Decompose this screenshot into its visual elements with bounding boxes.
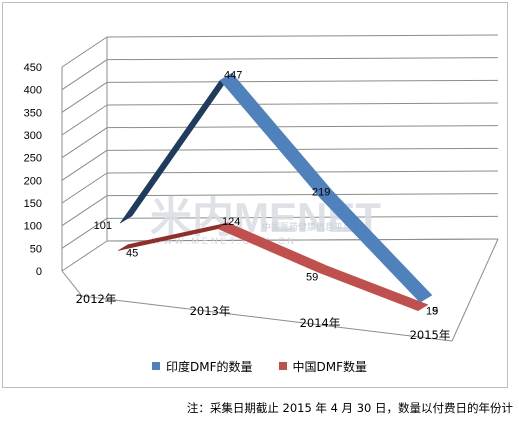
y-tick-label: 0 (36, 266, 42, 278)
chart-svg: 米内MENET 中国医药健康信息平台 WWW.MENET.COM.CN 0501… (24, 34, 499, 342)
watermark-url: WWW.MENET.COM.CN (152, 236, 297, 246)
legend: 印度DMF的数量 中国DMF数量 (0, 357, 519, 375)
series-layer (117, 72, 433, 312)
legend-swatch-china (278, 362, 287, 370)
floor-back-edge (106, 238, 499, 242)
data-label-1-2: 59 (306, 271, 318, 283)
gridline-side (61, 172, 108, 204)
gridline-side (61, 217, 108, 249)
x-tick-label: 2012年 (76, 292, 117, 306)
legend-label-china: 中国DMF数量 (292, 359, 368, 374)
series-segment-0 (219, 72, 333, 199)
data-label-0-3: 19 (426, 305, 438, 317)
gridline-back (106, 125, 499, 129)
y-tick-label: 350 (24, 107, 42, 119)
legend-item-china: 中国DMF数量 (278, 357, 368, 375)
footnote: 注：采集日期截止 2015 年 4 月 30 日，数量以付费日的年份计 (186, 401, 513, 415)
y-tick-label: 400 (24, 85, 42, 97)
legend-swatch-india (152, 362, 160, 370)
series-segment-1 (317, 265, 429, 312)
gridline-back (106, 147, 499, 151)
y-tick-label: 200 (24, 175, 42, 187)
gridline-side (61, 127, 108, 159)
gridline-back (106, 79, 499, 83)
data-label-0-2: 219 (312, 187, 330, 199)
gridline-side (61, 81, 108, 113)
data-label-1-1: 124 (222, 216, 240, 228)
y-tick-label: 150 (24, 198, 42, 210)
x-tick-label: 2015年 (410, 328, 451, 342)
y-tick-label: 250 (24, 153, 42, 165)
gridline-back (106, 34, 499, 38)
floor-right-edge (451, 238, 499, 342)
data-label-0-0: 101 (94, 220, 112, 232)
axis-layer (61, 37, 499, 342)
x-tick-label: 2014年 (300, 316, 341, 330)
y-tick-label: 50 (30, 243, 42, 255)
y-tick-label: 100 (24, 221, 42, 233)
gridline-side (61, 59, 108, 91)
label-layer: 0 50 100 150 200 250 300 350 400 450 2012年 2013年 201… (24, 62, 451, 342)
legend-label-india: 印度DMF的数量 (166, 359, 253, 374)
gridline-side (61, 240, 108, 272)
gridline-back (106, 57, 499, 61)
x-tick-label: 2013年 (190, 304, 231, 318)
data-label-1-3: 5 (432, 306, 438, 318)
data-label-0-1: 447 (224, 69, 242, 81)
y-tick-label: 300 (24, 130, 42, 142)
floor-front-edge (61, 270, 453, 342)
y-tick-label: 450 (24, 62, 42, 74)
gridline-side (61, 149, 108, 181)
gridline-side (61, 104, 108, 136)
gridline-side (61, 36, 108, 68)
gridline-back (106, 102, 499, 106)
gridline-side (61, 195, 108, 227)
series-segment-0 (319, 190, 433, 303)
data-label-1-0: 45 (126, 248, 138, 260)
gridline-back (106, 215, 499, 219)
gridline-back (106, 193, 499, 197)
legend-item-india: 印度DMF的数量 (152, 357, 253, 375)
watermark-sub: 中国医药健康信息平台 (262, 221, 352, 233)
